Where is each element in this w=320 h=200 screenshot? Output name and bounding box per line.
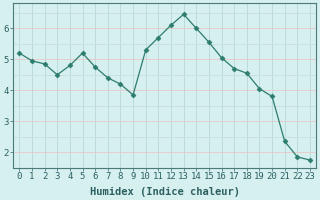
X-axis label: Humidex (Indice chaleur): Humidex (Indice chaleur): [90, 186, 240, 197]
